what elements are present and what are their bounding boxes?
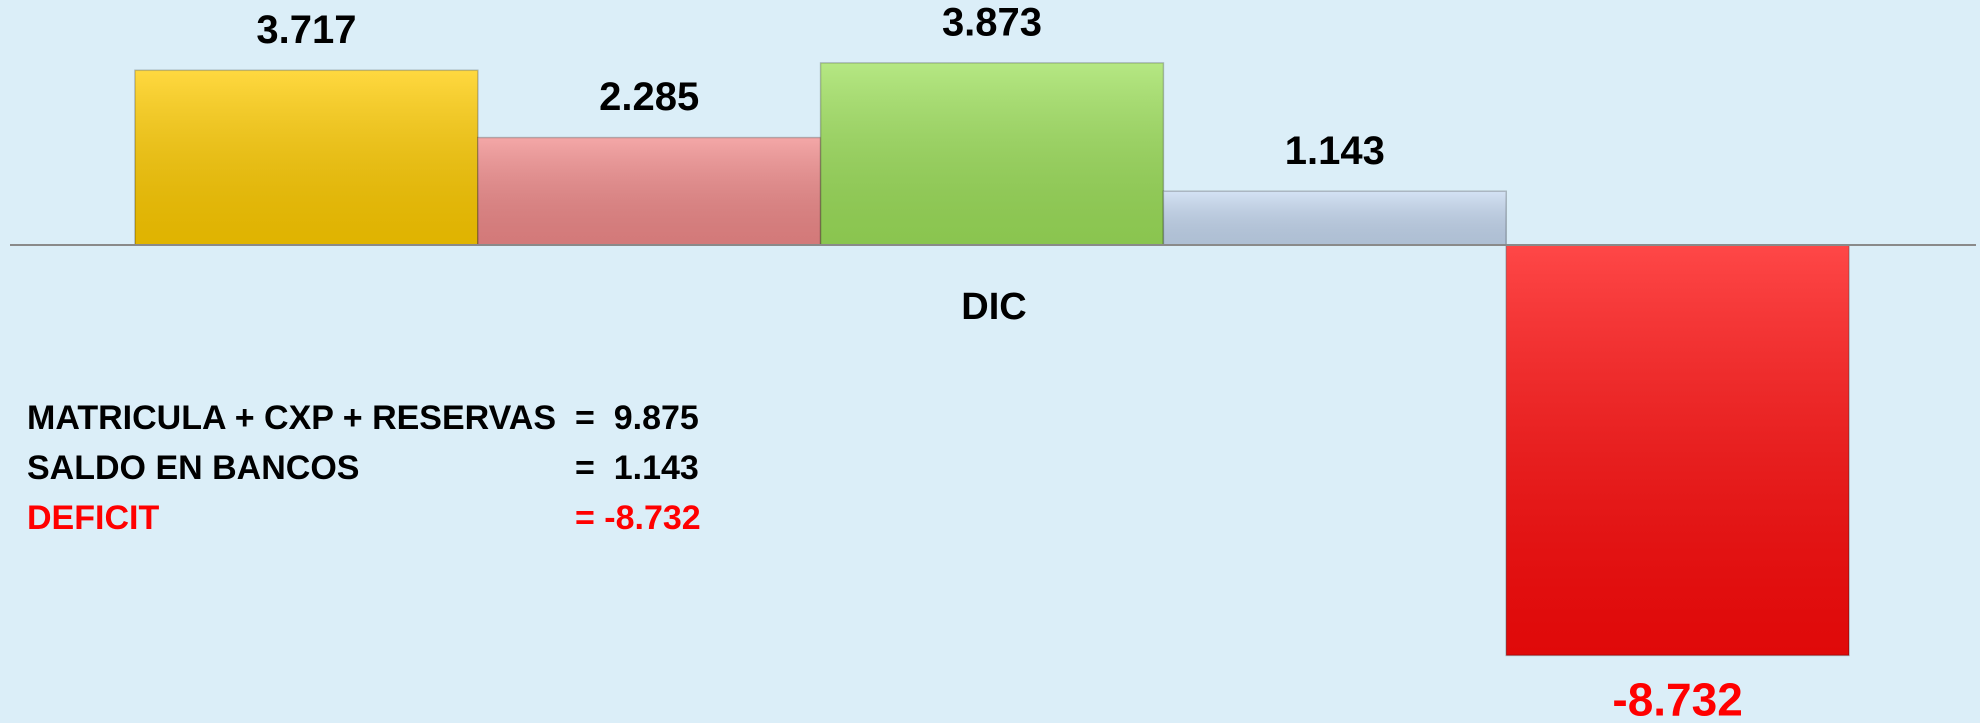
summary-value: = 9.875 bbox=[575, 399, 699, 437]
data-label: 3.873 bbox=[942, 1, 1042, 45]
bar bbox=[1505, 244, 1850, 657]
bar bbox=[1162, 190, 1507, 246]
summary-value: = 1.143 bbox=[575, 449, 699, 487]
summary-label: MATRICULA + CXP + RESERVAS bbox=[27, 399, 556, 437]
summary-label: SALDO EN BANCOS bbox=[27, 449, 359, 487]
data-label: 2.285 bbox=[599, 75, 699, 119]
bar bbox=[477, 136, 822, 246]
summary-label: DEFICIT bbox=[27, 499, 159, 537]
category-label: DIC bbox=[961, 286, 1026, 328]
data-label: -8.732 bbox=[1612, 674, 1742, 723]
data-label: 1.143 bbox=[1285, 129, 1385, 173]
bar bbox=[819, 62, 1165, 246]
bar bbox=[134, 69, 479, 246]
data-label: 3.717 bbox=[256, 8, 356, 52]
summary-value: = -8.732 bbox=[575, 499, 701, 537]
